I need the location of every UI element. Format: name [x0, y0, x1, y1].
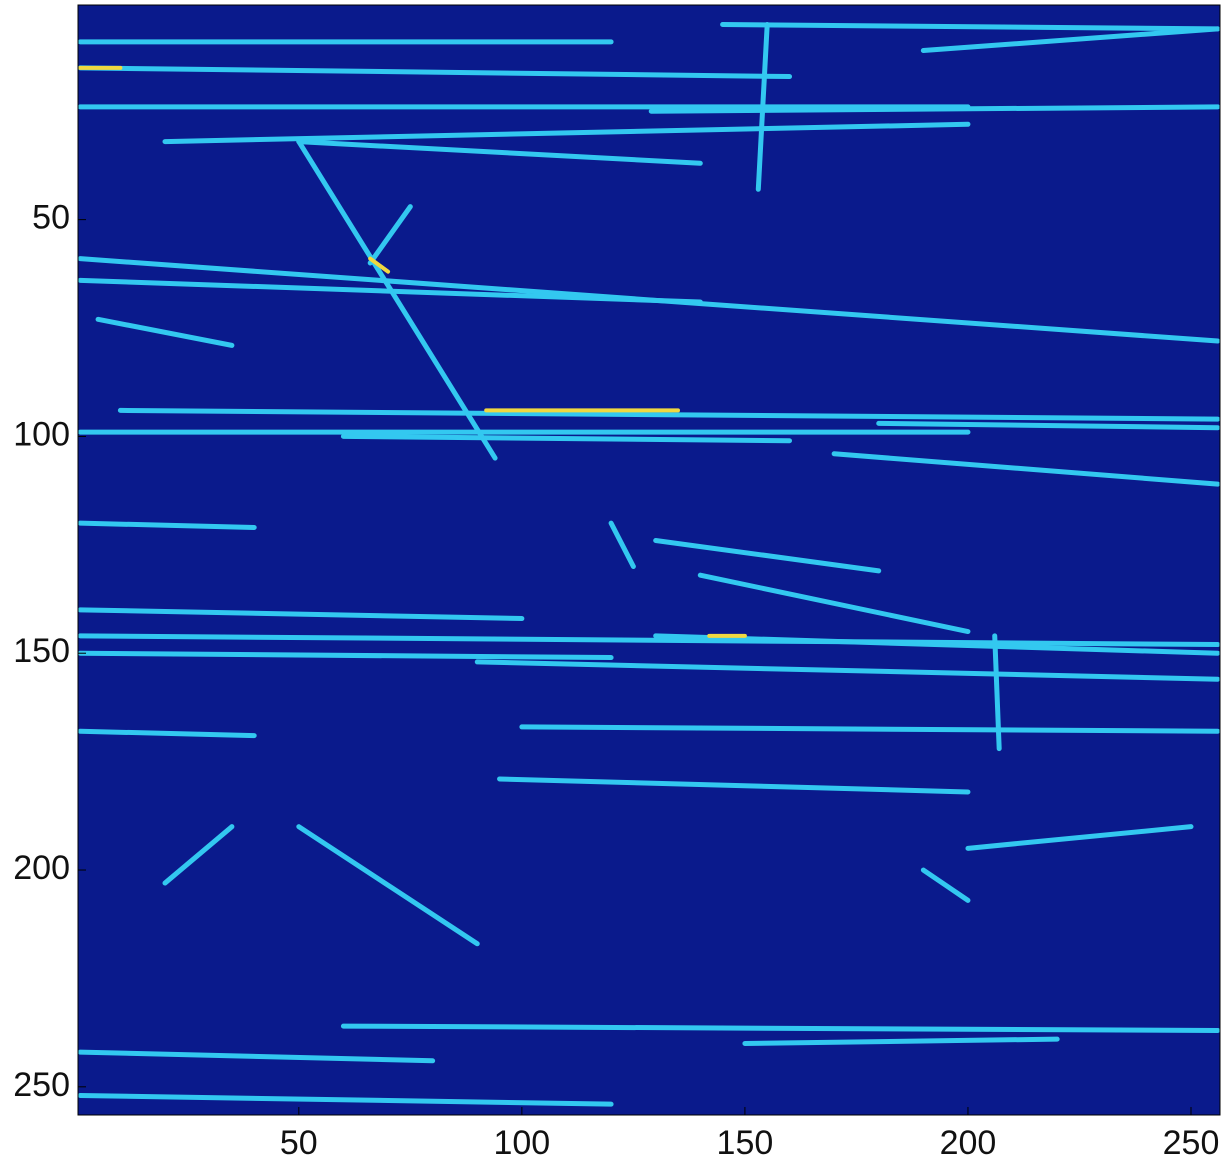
track [367, 204, 413, 266]
track [296, 824, 480, 947]
plot-frame [77, 4, 1221, 1116]
y-tick-label: 250 [13, 1066, 70, 1104]
track [162, 824, 235, 886]
y-tick-label: 200 [13, 849, 70, 887]
track [77, 607, 525, 622]
track [77, 728, 257, 739]
track [77, 277, 703, 305]
track [608, 520, 636, 570]
track [95, 316, 235, 348]
track [162, 121, 971, 145]
track [653, 633, 1221, 656]
track [755, 22, 770, 192]
y-tick-label: 50 [32, 199, 70, 237]
track [497, 776, 971, 795]
track [77, 1049, 436, 1064]
track [653, 537, 882, 574]
image-background [78, 5, 1220, 1115]
track [340, 1023, 1221, 1033]
track [296, 139, 498, 461]
track [920, 26, 1221, 54]
track [720, 22, 1221, 32]
x-tick-label: 100 [493, 1124, 550, 1162]
track [296, 139, 703, 166]
track [77, 520, 257, 530]
track [697, 572, 971, 635]
track [117, 407, 1221, 422]
track [474, 659, 1221, 682]
track [965, 824, 1194, 851]
x-tick-label: 200 [940, 1124, 997, 1162]
track [648, 104, 1221, 114]
x-tick-label: 250 [1163, 1124, 1220, 1162]
y-tick-label: 150 [13, 632, 70, 670]
x-tick-label: 150 [717, 1124, 774, 1162]
track [742, 1036, 1060, 1046]
x-tick-label: 50 [280, 1124, 318, 1162]
track [77, 65, 793, 80]
track [77, 633, 1221, 648]
track [876, 420, 1221, 431]
track [368, 256, 391, 274]
track [519, 724, 1221, 734]
track [992, 633, 1002, 752]
track [77, 650, 614, 661]
track [340, 433, 793, 444]
track [920, 867, 971, 903]
track [831, 451, 1221, 487]
track [77, 1092, 614, 1107]
y-tick-label: 100 [13, 415, 70, 453]
